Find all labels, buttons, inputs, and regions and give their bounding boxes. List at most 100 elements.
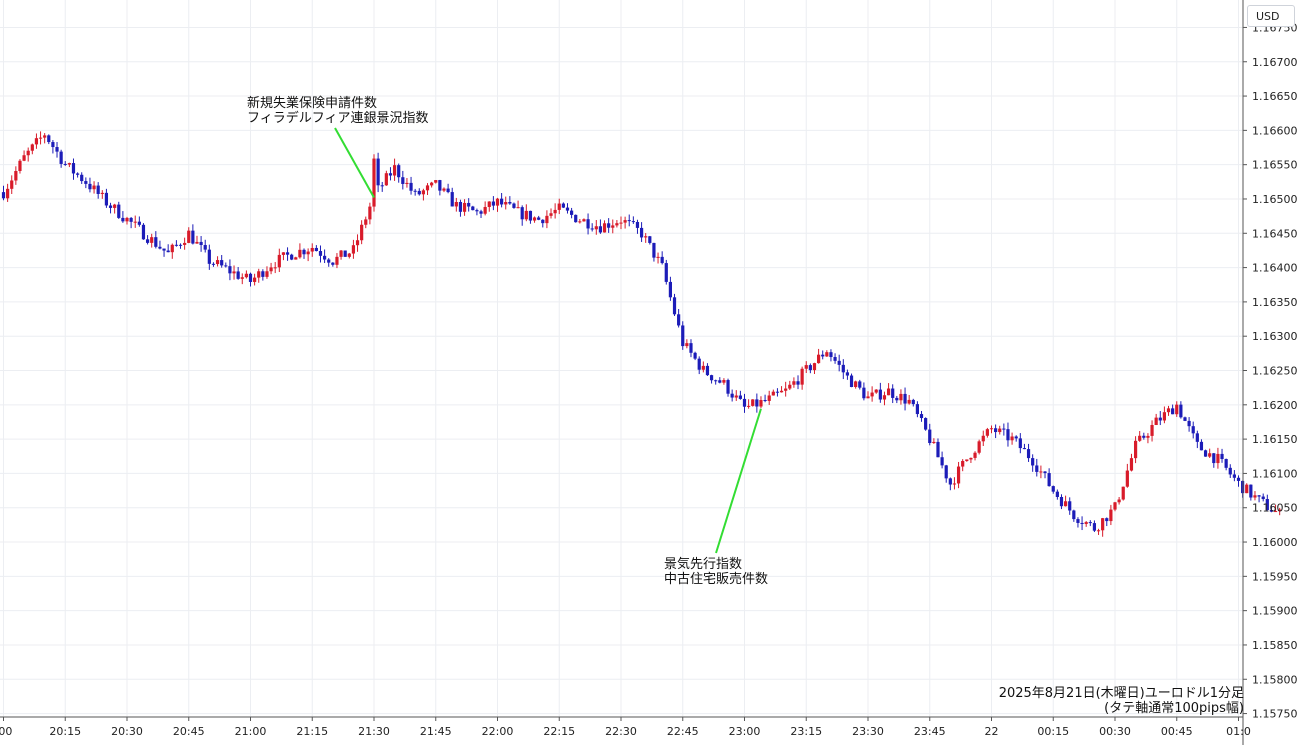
candle-body	[232, 271, 236, 274]
candle-body	[1133, 440, 1138, 459]
candle-body	[508, 201, 512, 204]
candle-body	[450, 192, 454, 207]
candle-body	[1039, 471, 1043, 473]
candle-body	[67, 163, 71, 165]
candle-body	[689, 343, 693, 353]
candle-body	[30, 144, 34, 151]
candle-body	[137, 221, 141, 225]
grid	[0, 0, 1243, 717]
candle-body	[714, 380, 718, 382]
candle-body	[178, 244, 183, 246]
candle-body	[434, 180, 438, 183]
candle-body	[1035, 465, 1039, 472]
candle-body	[541, 219, 545, 224]
candle-body	[858, 381, 862, 388]
candle-body	[985, 429, 989, 436]
candle-body	[969, 457, 973, 460]
candle-body	[1018, 438, 1022, 449]
candle-body	[977, 441, 981, 453]
y-tick-label: 1.15900	[1252, 605, 1298, 618]
candle-body	[253, 277, 257, 282]
x-tick-label: 21:45	[420, 725, 452, 738]
candle-body	[631, 221, 635, 223]
chart-caption-line2: (タテ軸通常100pips幅)	[1104, 701, 1244, 716]
candle-body	[767, 395, 771, 401]
y-tick-label: 1.15750	[1252, 708, 1298, 721]
candle-body	[1014, 436, 1018, 439]
candle-body	[989, 428, 994, 430]
candle-body	[1253, 495, 1257, 498]
candle-body	[528, 210, 533, 221]
candle-body	[467, 202, 471, 207]
candle-body	[1088, 522, 1092, 524]
candle-body	[532, 217, 537, 221]
currency-selector[interactable]: USD	[1247, 5, 1295, 27]
candle-body	[454, 201, 458, 207]
candle-body	[224, 265, 228, 267]
candle-body	[183, 242, 187, 245]
candle-body	[652, 242, 656, 258]
candle-body	[392, 165, 397, 176]
candle-body	[483, 206, 487, 214]
x-tick-label: 00:15	[1037, 725, 1069, 738]
x-tick-label: 21:00	[235, 725, 267, 738]
candle-body	[924, 418, 928, 430]
candle-body	[973, 452, 977, 458]
candle-body	[730, 393, 734, 398]
candle-body	[195, 241, 199, 244]
candle-body	[347, 253, 351, 257]
candle-body	[878, 389, 882, 400]
candle-body	[635, 221, 640, 228]
candle-body	[1191, 426, 1195, 434]
x-tick-label: 22	[985, 725, 999, 738]
candle-body	[442, 188, 446, 191]
candle-body	[742, 398, 747, 407]
candle-body	[582, 219, 586, 222]
candle-body	[228, 266, 232, 274]
candle-body	[1203, 450, 1208, 457]
candle-body	[154, 237, 158, 247]
candle-body	[318, 251, 323, 256]
candle-body	[734, 395, 738, 398]
y-tick-label: 1.15850	[1252, 639, 1298, 652]
candle-body	[833, 357, 837, 361]
y-tick-label: 1.16250	[1252, 365, 1298, 378]
candle-body	[199, 241, 203, 246]
candle-body	[331, 262, 335, 265]
candle-body	[479, 211, 483, 214]
candle-body	[51, 142, 55, 148]
candle-body	[1154, 417, 1158, 426]
candle-body	[944, 465, 948, 479]
candle-body	[1138, 435, 1142, 441]
candle-body	[722, 380, 726, 383]
candle-body	[388, 173, 393, 176]
candle-body	[553, 209, 557, 214]
candle-body	[257, 271, 261, 278]
candle-body	[1278, 509, 1282, 512]
x-tick-label: 22:45	[667, 725, 699, 738]
y-tick-label: 1.16150	[1252, 433, 1298, 446]
x-tick-label: 22:15	[543, 725, 575, 738]
candle-body	[570, 210, 574, 215]
candle-body	[113, 204, 117, 208]
candle-body	[1006, 429, 1010, 441]
chart-caption-line1: 2025年8月21日(木曜日)ユーロドル1分足	[998, 686, 1244, 701]
x-tick-label: 23:00	[729, 725, 761, 738]
candle-body	[648, 236, 652, 243]
candle-body	[191, 230, 195, 244]
candle-body	[1121, 486, 1125, 500]
candle-body	[1245, 484, 1249, 494]
candle-body	[537, 217, 541, 220]
annotation-lines	[334, 127, 762, 554]
candle-body	[166, 250, 170, 253]
candle-body	[1261, 496, 1265, 500]
candle-body	[203, 245, 207, 250]
candle-body	[290, 254, 294, 260]
candle-body	[557, 203, 561, 210]
candle-body	[1125, 470, 1129, 487]
candle-body	[1158, 417, 1162, 421]
candle-body	[76, 173, 80, 175]
candle-body	[779, 390, 784, 393]
candle-body	[800, 368, 804, 385]
